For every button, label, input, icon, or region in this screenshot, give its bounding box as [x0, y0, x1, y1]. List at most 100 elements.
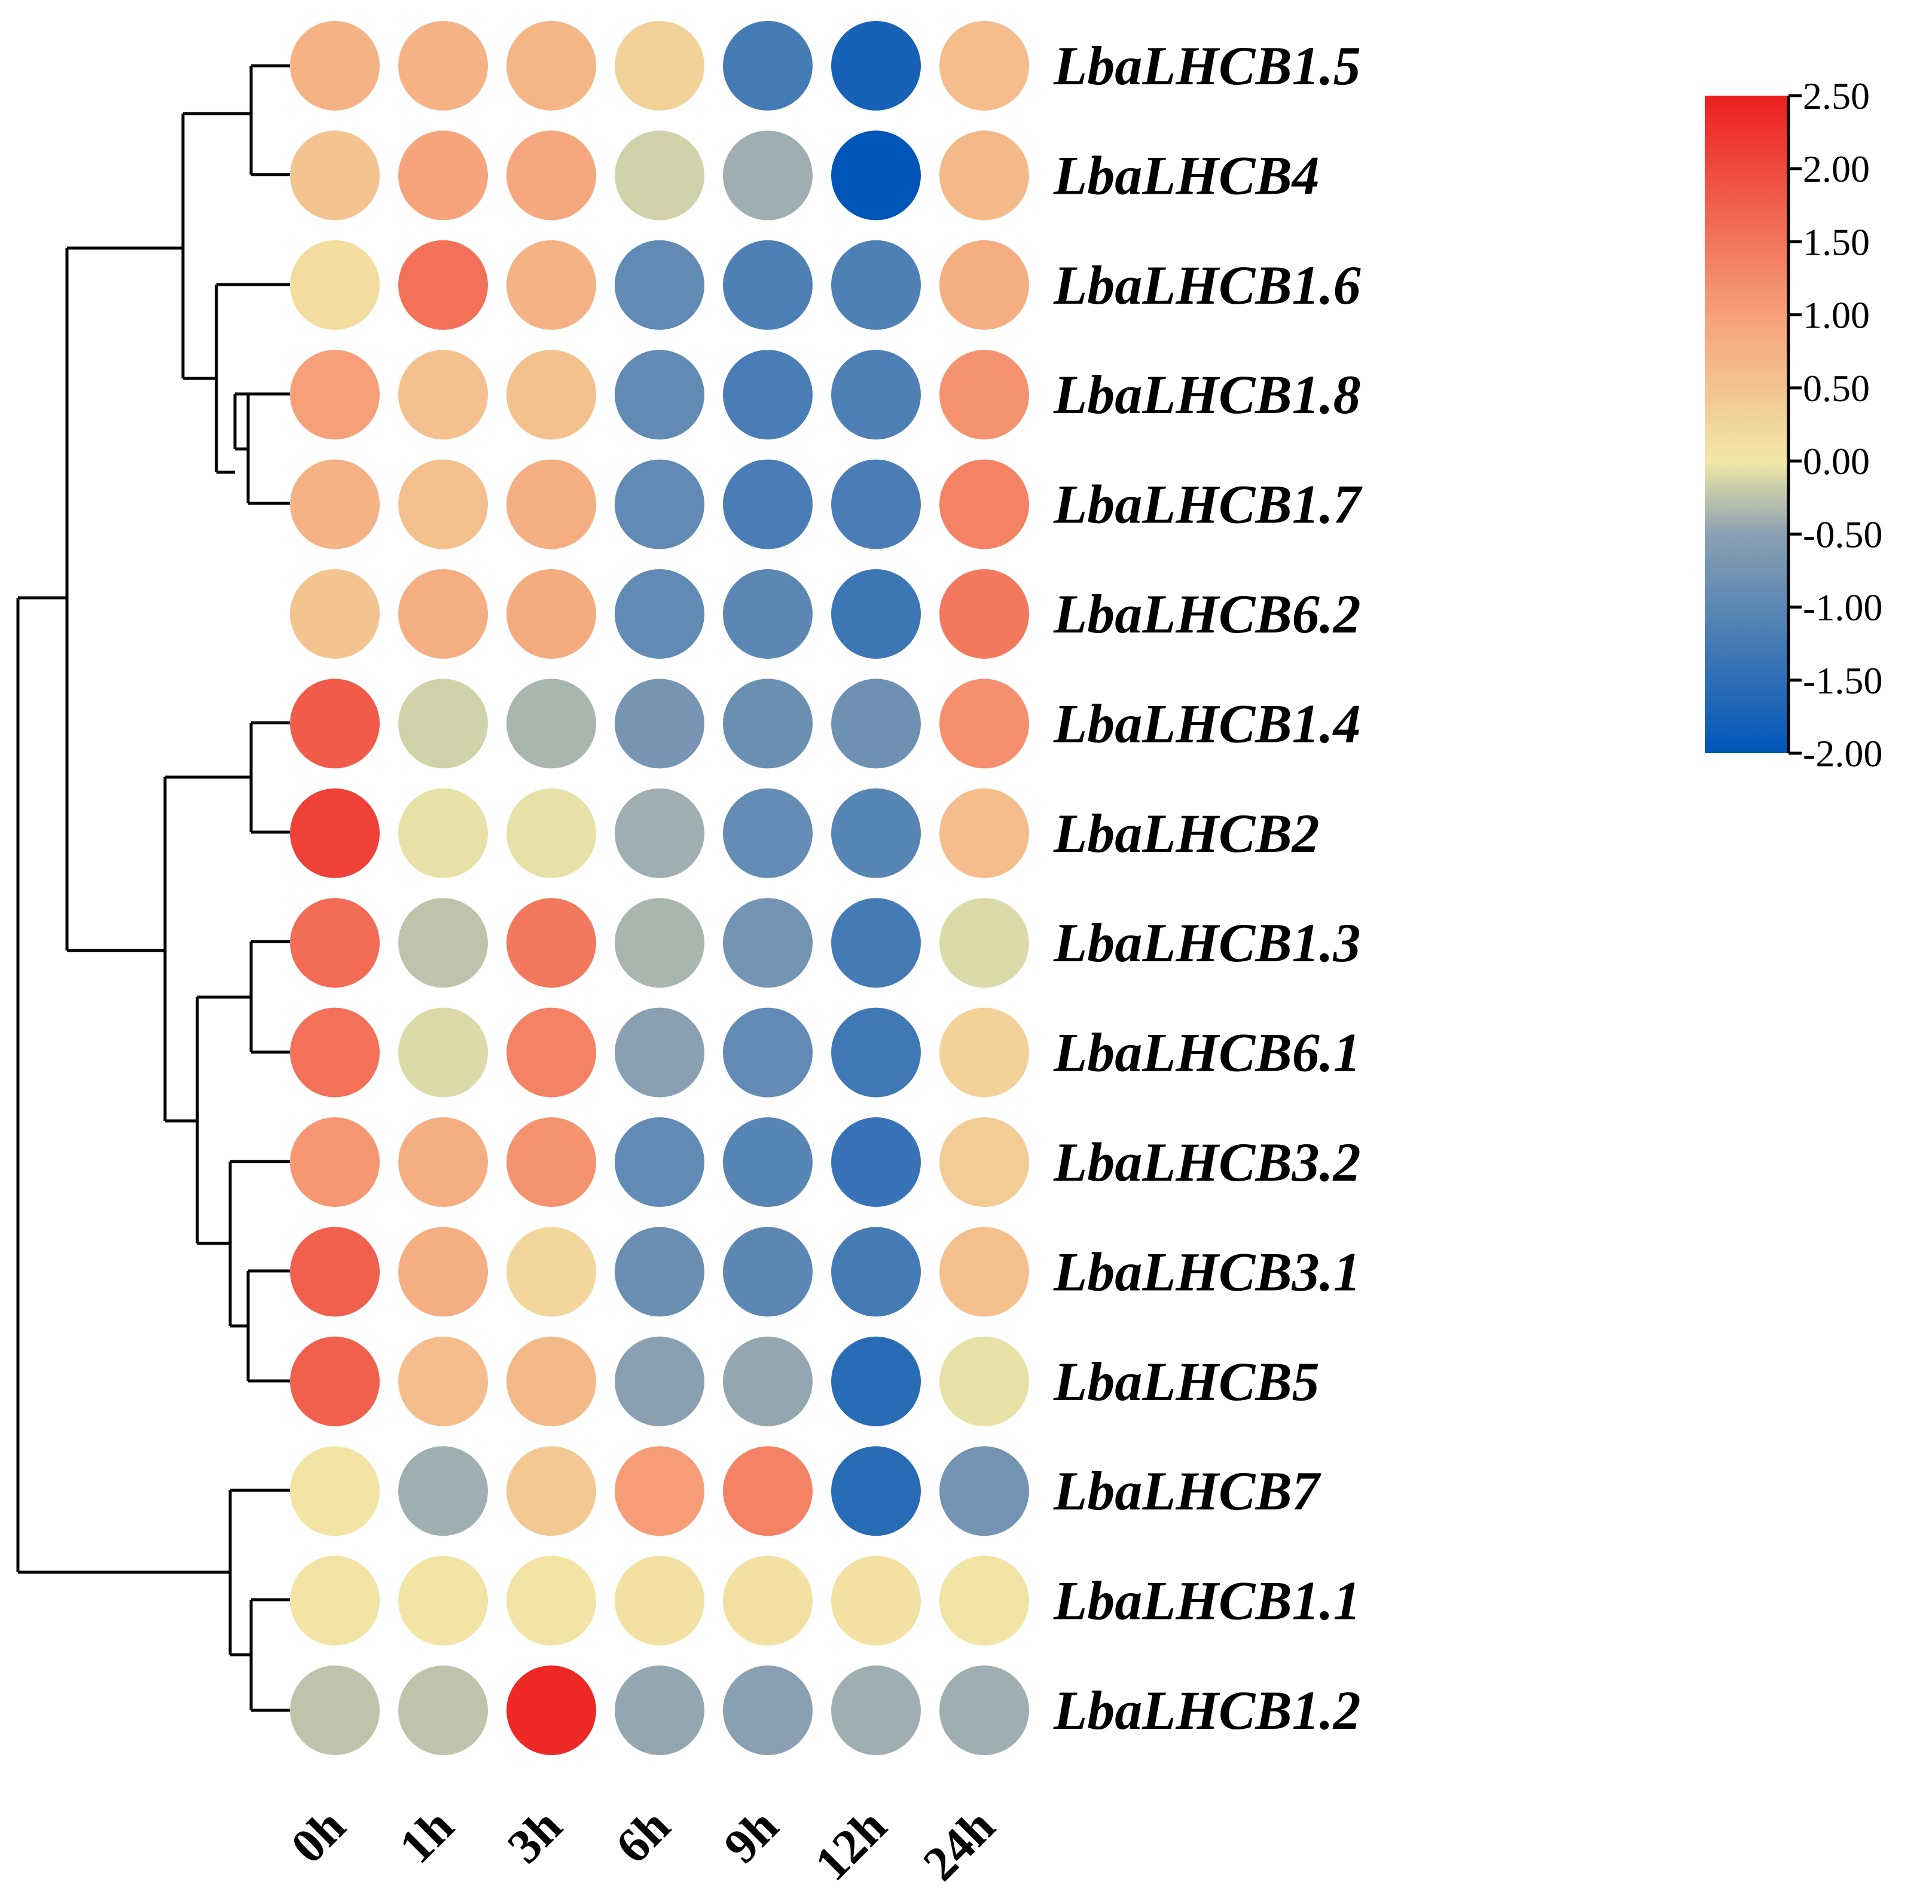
- column-label: 24h: [912, 1798, 1005, 1891]
- heatmap-cell: [615, 21, 704, 111]
- row-label: LbaLHCB2: [1053, 803, 1320, 864]
- heatmap-cell: [506, 1227, 596, 1317]
- heatmap-cell: [398, 1665, 488, 1755]
- heatmap-cell: [506, 788, 596, 878]
- heatmap-cell: [615, 1227, 704, 1317]
- row-label: LbaLHCB3.2: [1053, 1132, 1361, 1193]
- heatmap-cell: [290, 1446, 380, 1536]
- colorbar: 2.50 2.00 1.50 1.00 0.50 0.00 -0.50 -1.00 -1.50 -…: [1705, 75, 1882, 775]
- heatmap-cell: [615, 1117, 704, 1207]
- heatmap-cell: [615, 350, 704, 440]
- row-label: LbaLHCB1.4: [1053, 693, 1361, 754]
- column-label: 1h: [389, 1798, 464, 1874]
- heatmap-cell: [615, 1555, 704, 1646]
- column-label: 12h: [804, 1798, 897, 1891]
- heatmap-cell: [831, 788, 921, 878]
- heatmap-cell: [939, 1007, 1029, 1098]
- colorbar-tick-label: 2.00: [1803, 148, 1870, 190]
- heatmap-cell: [615, 240, 704, 330]
- heatmap-cell: [398, 21, 488, 111]
- heatmap-cell: [723, 1117, 813, 1207]
- heatmap-cell: [939, 130, 1029, 221]
- heatmap-cell: [615, 788, 704, 878]
- row-labels: LbaLHCB1.5 LbaLHCB4 LbaLHCB1.6 LbaLHCB1.8 Lb…: [1053, 35, 1363, 1741]
- heatmap-cell: [398, 569, 488, 659]
- heatmap-cell: [290, 1555, 380, 1646]
- row-label: LbaLHCB6.1: [1053, 1022, 1361, 1083]
- heatmap-cell: [506, 1555, 596, 1646]
- heatmap-cell: [290, 130, 380, 221]
- heatmap-cell: [398, 1446, 488, 1536]
- column-label: 3h: [497, 1798, 572, 1874]
- colorbar-tick-label: 1.00: [1803, 294, 1870, 337]
- heatmap-cell: [831, 679, 921, 769]
- heatmap-cell: [506, 1007, 596, 1098]
- heatmap-cell: [939, 788, 1029, 878]
- colorbar-tick-label: 0.00: [1803, 440, 1870, 482]
- colorbar-tick-label: -2.00: [1803, 732, 1882, 775]
- heatmap-cell: [939, 1555, 1029, 1646]
- heatmap-cell: [506, 679, 596, 769]
- row-label: LbaLHCB1.1: [1053, 1570, 1361, 1631]
- row-label: LbaLHCB1.5: [1053, 35, 1361, 96]
- heatmap-cell: [506, 1665, 596, 1755]
- row-label: LbaLHCB1.2: [1053, 1680, 1361, 1741]
- colorbar-tick-label: 0.50: [1803, 367, 1870, 409]
- heatmap-cell: [506, 130, 596, 221]
- heatmap-cell: [290, 788, 380, 878]
- heatmap-cell: [615, 898, 704, 988]
- heatmap-cell: [290, 569, 380, 659]
- heatmap-cell: [723, 898, 813, 988]
- heatmap-cell: [723, 1555, 813, 1646]
- heatmap-cell: [615, 1665, 704, 1755]
- heatmap-cell: [831, 1446, 921, 1536]
- heatmap-cell: [398, 459, 488, 549]
- heatmap-cell: [398, 1555, 488, 1646]
- row-label: LbaLHCB5: [1053, 1351, 1320, 1412]
- heatmap-cell: [831, 1665, 921, 1755]
- heatmap-cell: [506, 1117, 596, 1207]
- heatmap-cell: [398, 350, 488, 440]
- heatmap-cell: [831, 1007, 921, 1098]
- heatmap-cell: [831, 21, 921, 111]
- heatmap-cell: [506, 21, 596, 111]
- heatmap-cell: [506, 1446, 596, 1536]
- heatmap-cell: [723, 1336, 813, 1426]
- heatmap-cell: [831, 240, 921, 330]
- heatmap-cell: [723, 21, 813, 111]
- heatmap-cell: [506, 459, 596, 549]
- heatmap-cell: [939, 350, 1029, 440]
- row-label: LbaLHCB1.6: [1053, 255, 1361, 316]
- colorbar-tick-label: 1.50: [1803, 221, 1870, 263]
- heatmap-cell: [290, 459, 380, 549]
- heatmap-cell: [506, 240, 596, 330]
- heatmap-cell: [831, 1227, 921, 1317]
- heatmap-cell: [615, 569, 704, 659]
- heatmap-cell: [939, 898, 1029, 988]
- heatmap-cell: [290, 1117, 380, 1207]
- heatmap-cell: [831, 898, 921, 988]
- row-label: LbaLHCB6.2: [1053, 583, 1361, 644]
- heatmap-cell: [290, 1227, 380, 1317]
- heatmap-cell: [723, 569, 813, 659]
- heatmap-cell: [398, 898, 488, 988]
- colorbar-tick-label: 2.50: [1803, 75, 1870, 117]
- heatmap-cell: [615, 459, 704, 549]
- heatmap-cell: [398, 788, 488, 878]
- heatmap-cell: [939, 1446, 1029, 1536]
- colorbar-tick-label: -0.50: [1803, 513, 1882, 555]
- heatmap-cell: [723, 679, 813, 769]
- heatmap-cell: [290, 1665, 380, 1755]
- heatmap-cell: [831, 459, 921, 549]
- column-label: 0h: [280, 1798, 356, 1874]
- heatmap-cell: [939, 21, 1029, 111]
- column-label: 6h: [605, 1798, 680, 1874]
- heatmap-cell: [290, 350, 380, 440]
- heatmap-cell: [831, 1555, 921, 1646]
- colorbar-tick-label: -1.00: [1803, 586, 1882, 629]
- colorbar-gradient: [1705, 96, 1788, 753]
- heatmap-cell: [723, 459, 813, 549]
- heatmap-cell: [939, 1227, 1029, 1317]
- heatmap-cell: [506, 569, 596, 659]
